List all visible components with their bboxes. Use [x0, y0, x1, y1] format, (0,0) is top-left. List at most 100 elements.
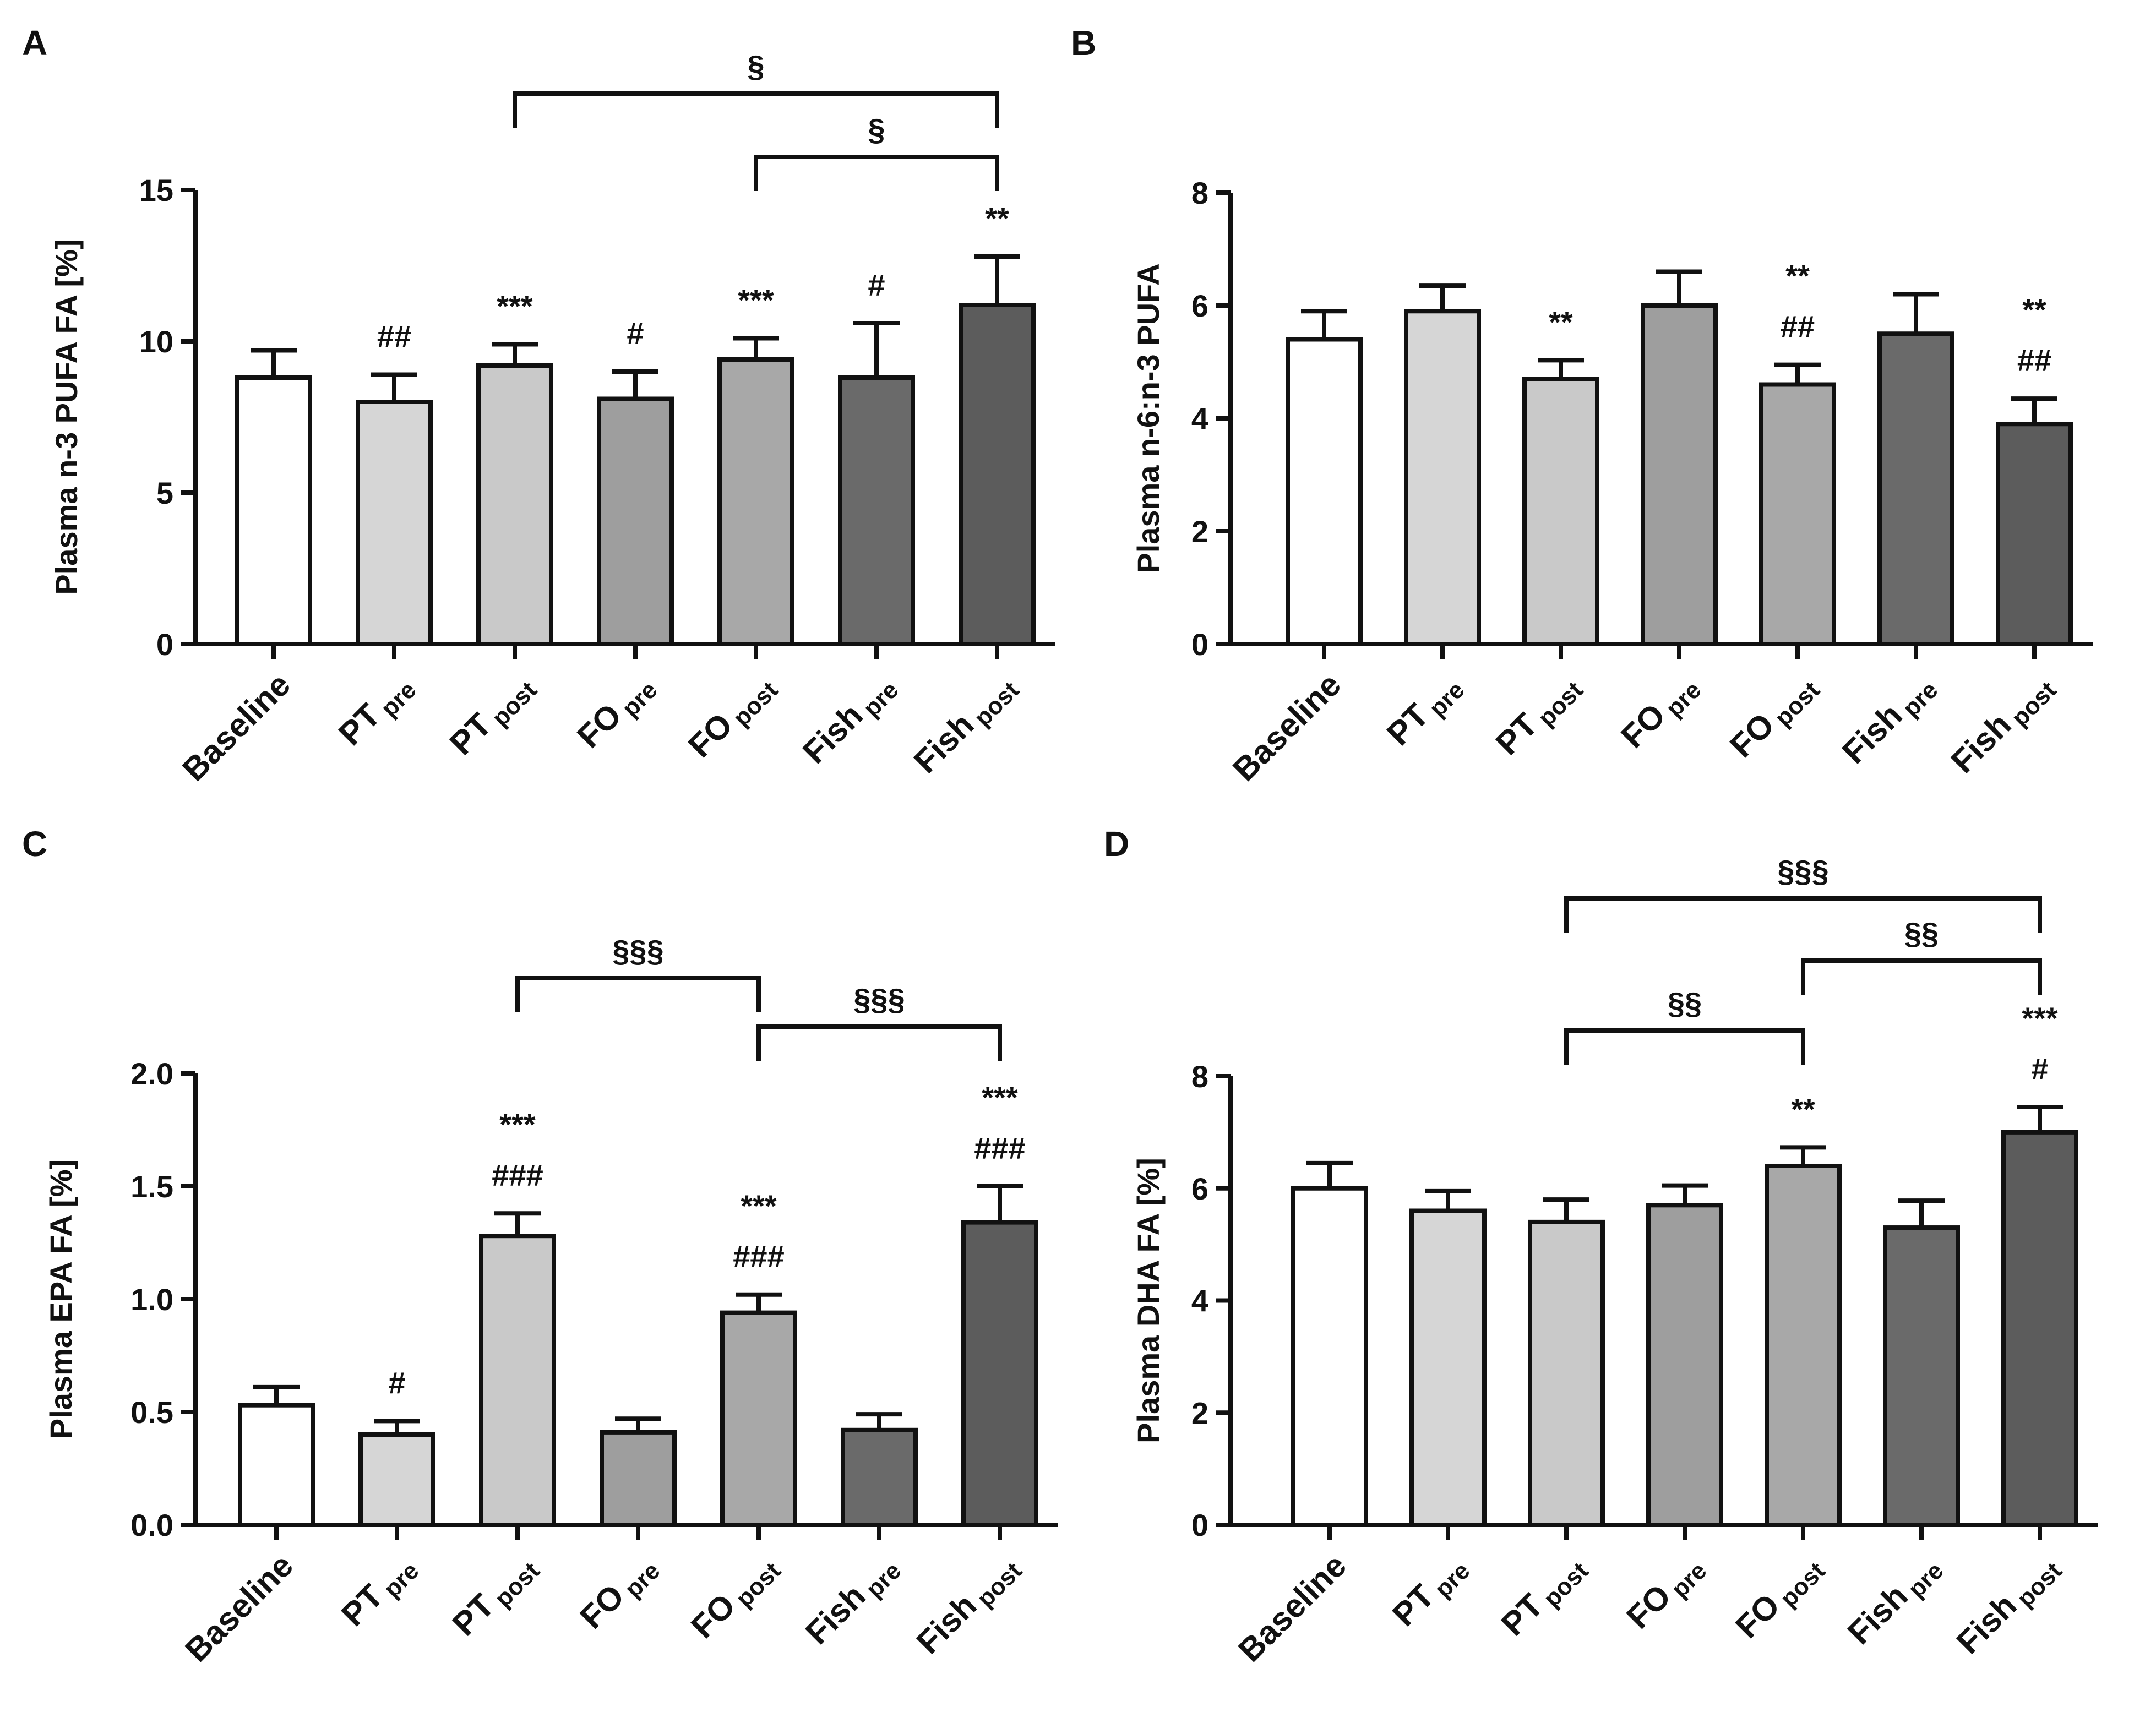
bracket-label: § [868, 112, 885, 147]
x-tick-label: FOpre [570, 666, 662, 759]
y-axis-label: Plasma n-6:n-3 PUFA [1131, 263, 1166, 573]
y-tick-label: 5 [156, 476, 173, 510]
panel-label: A [22, 23, 47, 63]
significance-label: *** [2022, 1001, 2058, 1035]
x-tick-label: PTpost [1489, 666, 1588, 766]
significance-bracket [1564, 896, 2042, 933]
x-tick-label: Fishpost [1944, 666, 2062, 784]
bracket-label: § [747, 49, 764, 84]
significance-label: # [388, 1365, 405, 1400]
significance-label: *** [499, 1107, 536, 1142]
bar-pt-post [1528, 1219, 1605, 1527]
bracket-label: §§§ [853, 982, 905, 1017]
x-tick-label: Fishpost [1950, 1547, 2067, 1665]
bar-fish-pre [841, 1427, 918, 1528]
x-tick-label: FOpost [1723, 666, 1825, 768]
significance-label: ** [1549, 304, 1573, 339]
panel-C: C Plasma EPA FA [%] 0.0 0.5 1.0 1.5 2.0 Baselin… [22, 824, 1058, 1669]
x-tick-label: FOpre [573, 1547, 665, 1639]
panel-D: D Plasma DHA FA [%] 0 2 4 6 8 Baseline PTprePTpo… [1104, 824, 2098, 1669]
y-tick-label: 4 [1191, 401, 1208, 436]
x-tick-label: Baseline [175, 666, 297, 788]
x-tick-label: Fishpre [1841, 1547, 1948, 1655]
bar-fish-post [2001, 1130, 2078, 1527]
x-tick-label: Baseline [178, 1547, 300, 1669]
significance-bracket [754, 155, 999, 191]
significance-bracket [1564, 1028, 1805, 1065]
panel-label: D [1104, 824, 1129, 864]
x-tick-label: FOpost [684, 1547, 786, 1649]
bar-fo-post [720, 1310, 797, 1528]
bar-baseline [238, 1403, 315, 1527]
x-tick-label: PTpost [445, 1547, 545, 1646]
bar-fish-post [959, 303, 1036, 646]
significance-label: # [868, 268, 885, 302]
x-tick-label: Baseline [1226, 666, 1348, 788]
significance-label: ** [2022, 292, 2046, 327]
y-tick-label: 6 [1191, 1171, 1208, 1206]
x-tick-label: PTpre [1385, 1547, 1475, 1637]
x-tick-label: Fishpre [1835, 666, 1943, 774]
bar-pt-post [476, 363, 553, 646]
significance-label: ## [2017, 343, 2051, 378]
x-tick-label: Fishpost [907, 666, 1025, 784]
bracket-label: §§ [1668, 986, 1702, 1021]
significance-label: ### [733, 1239, 784, 1274]
x-tick-label: FOpost [681, 666, 783, 768]
y-tick-label: 1.0 [130, 1282, 173, 1317]
bar-fo-pre [600, 1430, 677, 1527]
y-axis-label: Plasma EPA FA [%] [43, 1159, 78, 1439]
panel-label: B [1071, 23, 1096, 63]
bar-fish-pre [1883, 1225, 1960, 1527]
x-tick-label: Baseline [1231, 1547, 1353, 1669]
bar-fish-pre [838, 375, 915, 646]
bar-pt-post [479, 1234, 556, 1527]
x-tick-label: PTpre [1380, 666, 1469, 756]
y-tick-label: 8 [1191, 1059, 1208, 1094]
x-tick-label: PTpost [1494, 1547, 1594, 1646]
x-tick-label: PTpre [331, 666, 421, 756]
significance-bracket [515, 976, 761, 1012]
y-tick-label: 0 [1191, 1508, 1208, 1542]
significance-label: ## [1781, 309, 1815, 344]
bar-fish-pre [1877, 331, 1954, 646]
panel-label: C [22, 824, 47, 864]
panel-B: B Plasma n-6:n-3 PUFA 0 2 4 6 8 Baseline PTpre **… [1071, 23, 2093, 788]
significance-label: ** [985, 201, 1009, 236]
bar-fo-post [717, 357, 794, 646]
y-tick-label: 2 [1191, 514, 1208, 549]
significance-label: *** [741, 1188, 777, 1223]
bracket-label: §§ [1904, 916, 1939, 951]
x-tick-label: FOpost [1728, 1547, 1831, 1649]
bar-fo-pre [1646, 1203, 1723, 1527]
y-tick-label: 1.5 [130, 1169, 173, 1204]
bar-baseline [235, 375, 312, 646]
y-tick-label: 0.5 [130, 1395, 173, 1430]
bar-fo-post [1765, 1164, 1842, 1527]
bar-baseline [1286, 337, 1363, 646]
bracket-label: §§§ [612, 934, 663, 968]
significance-label: *** [497, 289, 533, 324]
bar-pt-pre [356, 400, 433, 646]
bar-fish-post [961, 1220, 1038, 1528]
y-tick-label: 6 [1191, 288, 1208, 323]
bracket-label: §§§ [1777, 854, 1828, 888]
bar-pt-pre [358, 1432, 435, 1527]
x-tick-label: Fishpost [910, 1547, 1027, 1665]
significance-label: # [2031, 1051, 2048, 1086]
x-tick-label: Fishpre [798, 1547, 906, 1655]
bar-pt-pre [1404, 309, 1481, 646]
y-tick-label: 8 [1191, 176, 1208, 210]
x-tick-label: FOpre [1614, 666, 1706, 759]
y-tick-label: 0.0 [130, 1508, 173, 1542]
significance-label: # [627, 316, 644, 351]
bar-fo-pre [1641, 303, 1718, 646]
y-tick-label: 2.0 [130, 1056, 173, 1091]
y-tick-label: 4 [1191, 1284, 1208, 1318]
y-tick-label: 0 [1191, 627, 1208, 662]
y-axis-label: Plasma n-3 PUFA FA [%] [49, 239, 84, 595]
y-tick-label: 2 [1191, 1395, 1208, 1430]
bar-fo-post [1759, 382, 1836, 646]
